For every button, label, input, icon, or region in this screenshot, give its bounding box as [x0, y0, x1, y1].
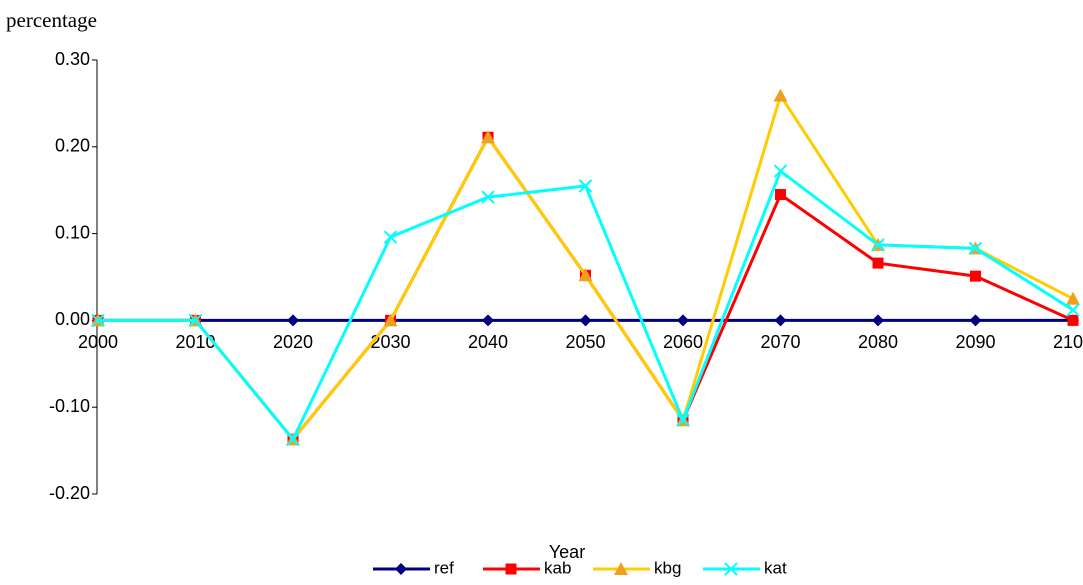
legend-marker [614, 562, 628, 575]
x-tick-label: 2050 [565, 332, 605, 352]
x-tick-label: 2030 [370, 332, 410, 352]
y-tick-label: -0.20 [49, 483, 90, 503]
legend-label: kab [544, 558, 571, 577]
x-tick-label: 2010 [175, 332, 215, 352]
legend-label: kbg [654, 558, 681, 577]
legend-marker [505, 563, 517, 575]
series-line [98, 134, 1074, 442]
data-point [481, 130, 495, 144]
data-point [481, 190, 495, 204]
data-point [677, 314, 689, 327]
x-tick-label: 2080 [858, 332, 898, 352]
data-point [383, 230, 398, 244]
x-tick-label: 2040 [468, 332, 508, 352]
y-tick-label: 0.10 [55, 222, 90, 242]
legend-label: ref [434, 558, 454, 577]
legend-marker [724, 562, 738, 576]
data-point [872, 314, 884, 327]
x-tick-label: 2100 [1053, 332, 1083, 352]
y-axis-title: percentage [6, 8, 97, 32]
data-point [773, 88, 788, 102]
data-point [774, 314, 787, 327]
legend-marker [395, 563, 407, 575]
x-tick-label: 2090 [955, 332, 995, 352]
series-line [98, 92, 1074, 442]
data-point [188, 313, 203, 328]
data-point [773, 164, 788, 178]
x-tick-label: 2000 [78, 332, 118, 352]
data-point [676, 413, 690, 427]
data-point [482, 314, 494, 327]
data-point [871, 238, 885, 252]
data-point [579, 314, 592, 327]
data-point [287, 314, 299, 327]
data-point [969, 314, 982, 327]
data-point [970, 270, 981, 282]
legend-label: kat [764, 558, 787, 577]
data-point [775, 189, 786, 201]
data-point [578, 268, 593, 282]
y-tick-label: 0.00 [55, 309, 90, 329]
data-point [383, 313, 398, 327]
series-line [98, 168, 1074, 443]
y-tick-label: 0.30 [55, 49, 90, 69]
data-point [1066, 303, 1080, 317]
data-point [1066, 291, 1080, 305]
data-point [578, 179, 593, 193]
x-axis-title: Year [549, 542, 585, 562]
data-point [1067, 314, 1079, 326]
x-tick-label: 2060 [663, 332, 703, 352]
data-point [91, 313, 105, 328]
x-tick-label: 2020 [273, 332, 313, 352]
data-point [872, 257, 884, 269]
x-tick-label: 2070 [760, 332, 800, 352]
y-tick-label: -0.10 [49, 396, 90, 416]
data-point [968, 241, 983, 256]
data-point [286, 432, 300, 447]
y-tick-label: 0.20 [55, 136, 90, 156]
